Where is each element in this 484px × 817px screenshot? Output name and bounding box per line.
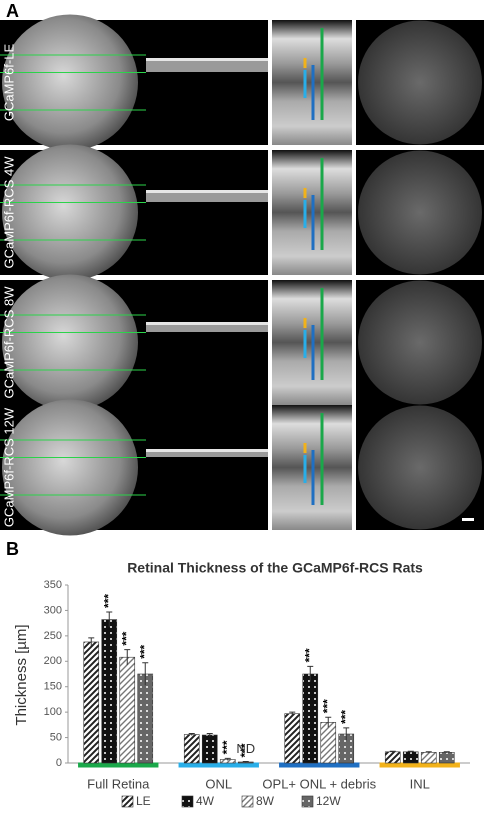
image-row: GCaMP6f-RCS 4W: [0, 144, 484, 281]
panel-label: A: [6, 1, 19, 21]
legend-swatch: [181, 795, 194, 808]
y-tick-label: 250: [44, 630, 62, 642]
error-bar: [206, 733, 213, 737]
bar: [201, 734, 218, 764]
row-label: GCaMP6f-RCS 8W: [1, 286, 16, 399]
error-bar: [343, 727, 350, 741]
fundus-disc: [2, 14, 138, 151]
significance-label: ***: [220, 740, 234, 754]
oct-layer: [146, 449, 268, 452]
oct-image: [146, 150, 268, 275]
fluorescence-disc: [358, 20, 482, 145]
error-bar: [289, 711, 296, 716]
error-bar: [124, 649, 131, 665]
significance-label: ***: [101, 594, 115, 608]
legend-label: LE: [136, 794, 151, 808]
row-label: GCaMP6f-RCS 4W: [1, 156, 16, 269]
error-bar: [224, 757, 231, 761]
oct-band: [146, 58, 268, 72]
oct-image: [146, 405, 268, 530]
bar: [420, 752, 437, 764]
y-tick-label: 0: [56, 757, 62, 769]
y-axis-title: Thickness [µm]: [13, 624, 30, 725]
error-bar: [242, 760, 249, 763]
legend-swatch: [241, 795, 254, 808]
oct-band: [146, 322, 268, 332]
row-label: GCaMP6f-RCS 12W: [1, 407, 16, 527]
legend-label: 4W: [196, 794, 215, 808]
y-tick-label: 200: [44, 655, 62, 667]
significance-label: ***: [338, 710, 352, 724]
scale-bar: [462, 518, 474, 521]
bar: [183, 734, 200, 764]
fluorescence-disc: [358, 150, 482, 275]
y-tick-label: 300: [44, 604, 62, 616]
error-bar: [389, 750, 396, 753]
fundus-disc: [2, 274, 138, 411]
error-bar: [307, 665, 314, 682]
chart-title: Retinal Thickness of the GCaMP6f-RCS Rat…: [127, 560, 423, 576]
oct-image: [146, 280, 268, 405]
error-bar: [88, 637, 95, 647]
error-bar: [142, 662, 149, 686]
image-row: GCaMP6f-LE: [0, 14, 484, 151]
bar: [284, 713, 301, 764]
bar: [119, 656, 136, 764]
error-bar: [407, 750, 414, 753]
oct-layer: [146, 190, 268, 193]
error-bar: [188, 733, 195, 736]
significance-label: ***: [238, 743, 252, 757]
y-tick-label: 150: [44, 681, 62, 693]
error-bar: [425, 751, 432, 753]
legend-label: 12W: [316, 794, 341, 808]
bar: [101, 619, 118, 764]
significance-label: ***: [302, 648, 316, 662]
x-tick-label: ONL: [205, 776, 232, 791]
legend-swatch: [121, 795, 134, 808]
bar: [438, 752, 455, 764]
fluorescence-disc: [358, 405, 482, 530]
oct-image: [146, 20, 268, 145]
significance-label: ***: [320, 699, 334, 713]
bar: [302, 673, 319, 764]
panel-label: B: [6, 539, 19, 559]
bar: [402, 751, 419, 764]
y-tick-label: 50: [50, 731, 62, 743]
legend-swatch: [301, 795, 314, 808]
x-tick-label: INL: [410, 776, 430, 791]
oct-band: [146, 449, 268, 457]
legend-label: 8W: [256, 794, 275, 808]
fundus-disc: [2, 399, 138, 536]
error-bar: [325, 716, 332, 728]
y-tick-label: 100: [44, 706, 62, 718]
error-bar: [443, 751, 450, 753]
bar: [320, 722, 337, 764]
fundus-disc: [2, 144, 138, 281]
x-tick-label: Full Retina: [87, 776, 150, 791]
image-row: GCaMP6f-RCS 8W: [0, 274, 484, 411]
fluorescence-disc: [358, 280, 482, 405]
bar: [384, 751, 401, 764]
significance-label: ***: [119, 631, 133, 645]
error-bar: [106, 611, 113, 628]
annotation-label: ND: [236, 741, 255, 756]
oct-layer: [146, 58, 268, 61]
bar: [137, 673, 154, 764]
significance-label: ***: [137, 644, 151, 658]
y-tick-label: 350: [44, 579, 62, 591]
x-tick-label: OPL+ ONL + debris: [262, 776, 376, 791]
oct-layer: [146, 322, 268, 325]
row-label: GCaMP6f-LE: [1, 44, 16, 122]
bar: [83, 641, 100, 764]
image-row: GCaMP6f-RCS 12W: [0, 399, 484, 536]
